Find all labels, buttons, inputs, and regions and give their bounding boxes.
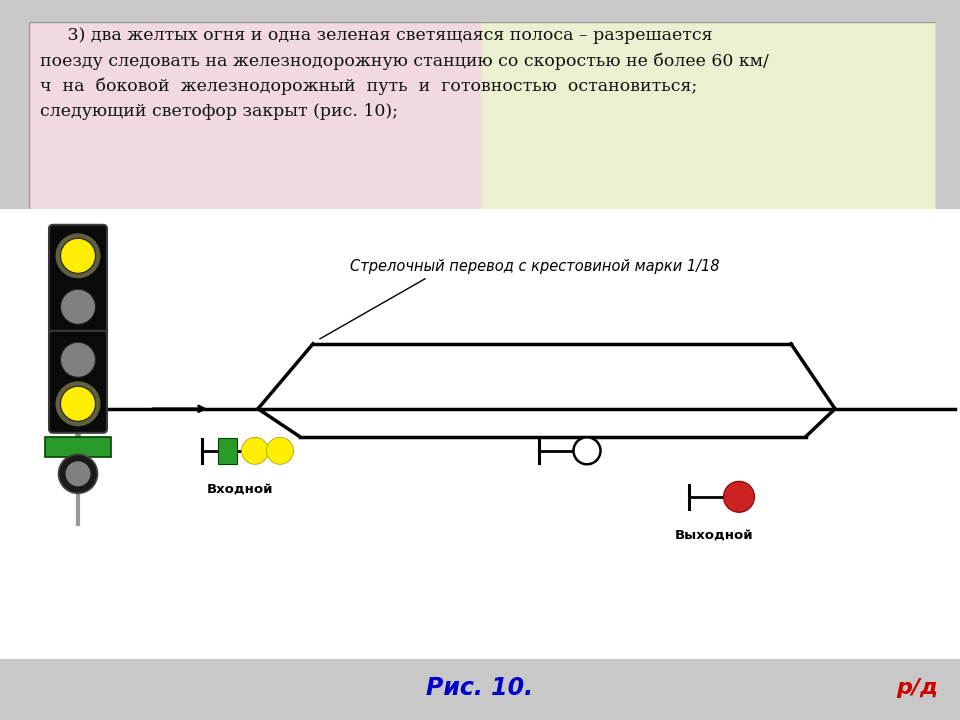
Polygon shape <box>29 22 483 212</box>
Circle shape <box>56 233 101 279</box>
Circle shape <box>60 387 95 421</box>
Circle shape <box>724 481 755 513</box>
Circle shape <box>573 437 601 464</box>
Circle shape <box>59 454 98 493</box>
Polygon shape <box>483 22 936 212</box>
Text: 3) два желтых огня и одна зеленая светящаяся полоса – разрешается
поезду следова: 3) два желтых огня и одна зеленая светящ… <box>39 27 769 120</box>
Circle shape <box>267 437 294 464</box>
Circle shape <box>60 289 95 324</box>
Circle shape <box>56 382 101 426</box>
Text: Выходной: Выходной <box>675 528 754 541</box>
Text: Стрелочный перевод с крестовиной марки 1/18: Стрелочный перевод с крестовиной марки 1… <box>350 258 720 274</box>
Text: р/д: р/д <box>896 678 938 698</box>
Circle shape <box>65 462 90 486</box>
FancyBboxPatch shape <box>49 330 107 433</box>
Circle shape <box>242 437 269 464</box>
Text: Рис. 10.: Рис. 10. <box>426 676 534 701</box>
Circle shape <box>60 238 95 274</box>
Circle shape <box>60 342 95 377</box>
FancyBboxPatch shape <box>49 225 107 338</box>
Text: Входной: Входной <box>206 483 274 496</box>
Bar <box>218 438 237 464</box>
Bar <box>45 437 111 456</box>
